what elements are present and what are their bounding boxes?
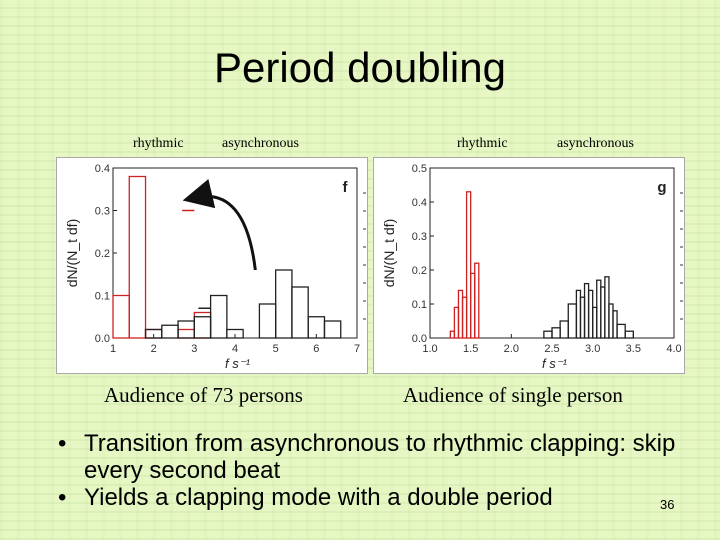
transition-arrow [182, 179, 257, 271]
histogram-bar-asynchronous [567, 303, 578, 339]
y-tick-label: 0.2 [95, 248, 110, 260]
histogram-bar-asynchronous [226, 328, 244, 339]
histogram-bar-asynchronous [551, 327, 561, 339]
histogram-bar-rhythmic [112, 294, 130, 339]
left-label-rhythmic: rhythmic [133, 136, 184, 151]
panel-letter: f [343, 179, 349, 196]
right-label-asynchronous: asynchronous [557, 136, 634, 151]
y-tick-label: 0.0 [95, 333, 110, 345]
histogram-bar-asynchronous [616, 323, 626, 339]
y-axis-label: dN/(N_t df) [381, 219, 397, 287]
y-tick-label: 0.1 [412, 299, 427, 311]
histogram-f: 1 2 3 4 5 6 7 0.0 0.1 0.2 0.3 0.4 dN/(N_t df) f s⁻¹ f [64, 163, 366, 371]
x-tick-label: 1.0 [422, 343, 437, 355]
y-tick-label: 0.3 [412, 231, 427, 243]
x-tick-label: 4.0 [666, 343, 681, 355]
histogram-bar-asynchronous [543, 330, 553, 339]
slide-title: Period doubling [214, 44, 506, 91]
x-tick-label: 4 [232, 343, 238, 355]
y-axis-label: dN/(N_t df) [64, 219, 80, 287]
chart-panel-g: 1.0 1.5 2.0 2.5 3.0 3.5 4.0 0.0 0.1 0.2 0.3 0.4 0.5 d… [373, 157, 685, 374]
left-caption: Audience of 73 persons [104, 383, 303, 407]
histogram-g: 1.0 1.5 2.0 2.5 3.0 3.5 4.0 0.0 0.1 0.2 0.3 0.4 0.5 d… [381, 163, 683, 371]
x-tick-label: 3.0 [585, 343, 600, 355]
histogram-bar-asynchronous [275, 269, 293, 339]
histogram-bar-asynchronous [258, 303, 277, 339]
x-tick-label: 1 [110, 343, 116, 355]
histogram-bar-rhythmic [465, 191, 472, 339]
y-tick-label: 0.3 [95, 206, 110, 218]
y-tick-label: 0.2 [412, 265, 427, 277]
histogram-bar-asynchronous [624, 330, 634, 339]
histogram-bar-asynchronous [291, 286, 309, 339]
x-axis-label: f s⁻¹ [225, 356, 251, 371]
y-tick-label: 0.1 [95, 291, 110, 303]
y-tick-label: 0.4 [412, 197, 427, 209]
y-tick-label: 0.5 [412, 163, 427, 175]
x-tick-label: 5 [273, 343, 279, 355]
bullet-item: Transition from asynchronous to rhythmic… [58, 430, 678, 484]
panel-letter: g [657, 179, 666, 196]
x-tick-label: 2.5 [544, 343, 559, 355]
histogram-bar-asynchronous [559, 320, 569, 339]
left-label-asynchronous: asynchronous [222, 136, 299, 151]
x-axis-label: f s⁻¹ [542, 356, 568, 371]
x-tick-label: 7 [354, 343, 360, 355]
x-tick-label: 2 [151, 343, 157, 355]
x-tick-label: 2.0 [504, 343, 519, 355]
right-label-rhythmic: rhythmic [457, 136, 508, 151]
x-tick-label: 6 [313, 343, 319, 355]
histogram-bar-asynchronous [161, 324, 179, 339]
x-tick-label: 3.5 [626, 343, 641, 355]
right-caption: Audience of single person [403, 383, 623, 407]
bullet-list: Transition from asynchronous to rhythmic… [58, 430, 678, 511]
x-tick-label: 1.5 [463, 343, 478, 355]
x-tick-label: 3 [191, 343, 197, 355]
chart-panel-f: 1 2 3 4 5 6 7 0.0 0.1 0.2 0.3 0.4 dN/(N_t df) f s⁻¹ f [56, 157, 368, 374]
histogram-bar-rhythmic [474, 262, 480, 339]
histogram-bar-asynchronous [193, 316, 212, 339]
page-number: 36 [660, 497, 675, 512]
plot-frame [112, 167, 358, 339]
histogram-bar-asynchronous [209, 294, 228, 339]
histogram-bar-rhythmic [177, 328, 195, 339]
histogram-bar-rhythmic [128, 175, 147, 339]
bullet-item: Yields a clapping mode with a double per… [58, 484, 678, 511]
y-tick-label: 0.4 [95, 163, 110, 175]
y-tick-label: 0.0 [412, 333, 427, 345]
histogram-bar-asynchronous [323, 320, 342, 339]
